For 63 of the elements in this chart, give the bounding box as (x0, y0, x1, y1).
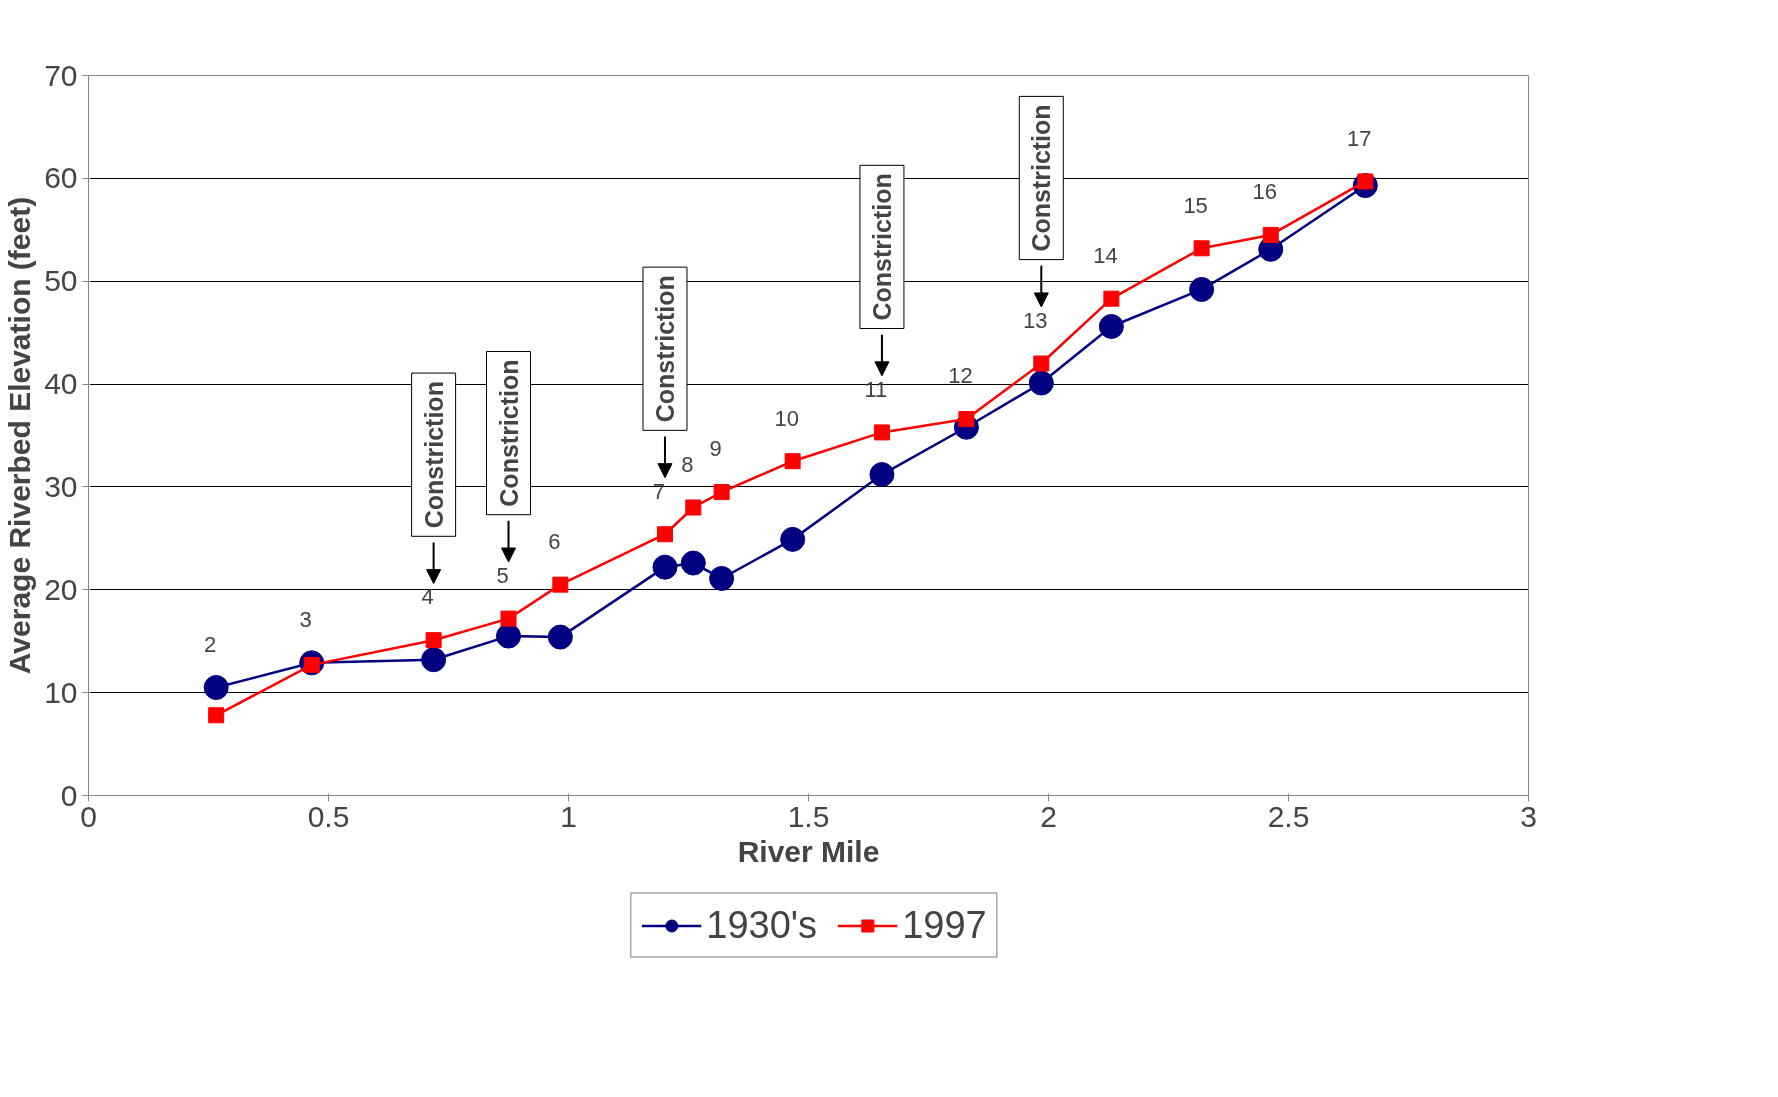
y-tick-label: 0 (60, 778, 78, 812)
point (1028, 370, 1054, 396)
y-tick-label: 30 (44, 469, 78, 503)
point (652, 554, 678, 580)
point (1103, 290, 1120, 307)
point (784, 453, 801, 470)
annotation: 17 (1347, 125, 1372, 151)
point (1033, 355, 1050, 372)
annotation: 14 (1093, 243, 1118, 268)
annotation: 6 (548, 528, 561, 554)
point (685, 499, 702, 516)
point (656, 526, 673, 543)
annotation: 2 (204, 631, 217, 657)
x-tick-label: 1 (560, 799, 577, 833)
annotation: 3 (299, 607, 312, 633)
x-axis-title: River Mile (737, 834, 880, 868)
legend-label: 1997 (902, 903, 987, 947)
y-tick-label: 10 (44, 675, 78, 709)
annotation: Constriction (1027, 104, 1056, 252)
point (552, 576, 569, 593)
point (958, 411, 975, 428)
point (425, 632, 442, 649)
y-tick-label: 70 (44, 58, 78, 92)
point (421, 647, 447, 673)
annotation: 15 (1183, 192, 1208, 218)
annotation: 13 (1023, 307, 1048, 333)
annotation: 8 (681, 451, 694, 477)
point (1098, 314, 1124, 339)
y-tick-label: 60 (44, 161, 78, 195)
x-tick-label: 0.5 (307, 799, 350, 833)
y-axis-title: Average Riverbed Elevation (feet) (3, 196, 37, 675)
annotation: 10 (774, 405, 799, 431)
point (500, 610, 517, 627)
x-tick-label: 3 (1520, 799, 1537, 833)
x-tick-label: 2 (1040, 799, 1057, 833)
annotation: Constriction (650, 275, 679, 423)
annotation: 16 (1252, 179, 1277, 205)
annotation: Constriction (867, 173, 896, 321)
x-tick-label: 1.5 (787, 799, 830, 833)
annotation: 9 (709, 436, 722, 462)
point (1262, 226, 1279, 243)
y-tick-label: 40 (44, 367, 78, 401)
y-tick-label: 50 (44, 264, 78, 298)
point (547, 624, 573, 650)
legend-label: 1930's (706, 903, 818, 947)
point (709, 566, 735, 591)
point (680, 550, 706, 576)
point (203, 675, 229, 700)
annotation: Constriction (494, 359, 523, 507)
y-tick-label: 20 (44, 572, 78, 606)
annotation: 4 (421, 584, 434, 610)
point (713, 484, 730, 501)
point (1193, 240, 1210, 257)
point (873, 424, 890, 441)
point (869, 462, 895, 488)
x-tick-label: 2.5 (1267, 799, 1310, 833)
annotation: 12 (948, 363, 973, 389)
point (1189, 276, 1215, 302)
annotation: Constriction (419, 381, 448, 529)
point (496, 623, 521, 649)
point (780, 526, 806, 552)
annotation: 5 (496, 562, 509, 588)
point (208, 707, 225, 724)
